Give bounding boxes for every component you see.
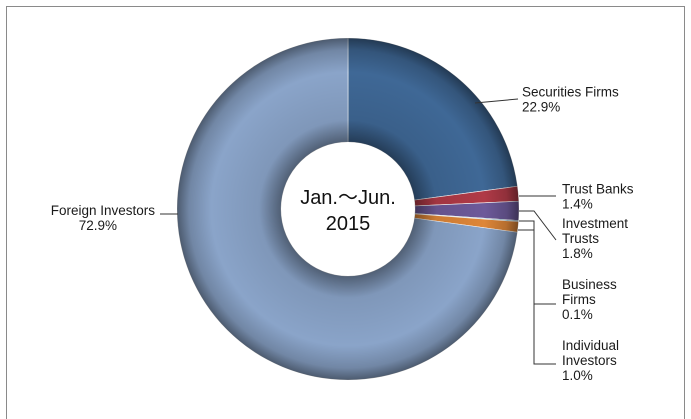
leader-line-individual-investors [518,229,556,365]
label-trust-banks: Trust Banks 1.4% [562,182,634,212]
slice-securities-firms [347,37,518,201]
label-individual-investors: Individual Investors 1.0% [562,338,619,383]
center-label-line2: 2015 [326,213,371,235]
slice-labels: Securities Firms 22.9% Trust Banks 1.4% Inve… [51,85,634,384]
leader-lines [160,98,557,365]
leader-line-securities-firms [474,98,519,104]
label-business-firms: Business Firms 0.1% [562,277,617,322]
leader-line-investment-trusts [519,210,557,241]
center-label-line1: Jan.～Jun. [300,187,396,209]
label-securities-firms: Securities Firms 22.9% [522,85,619,115]
label-foreign-investors: Foreign Investors 72.9% [51,203,156,233]
label-investment-trusts: Investment Trusts 1.8% [562,216,628,261]
